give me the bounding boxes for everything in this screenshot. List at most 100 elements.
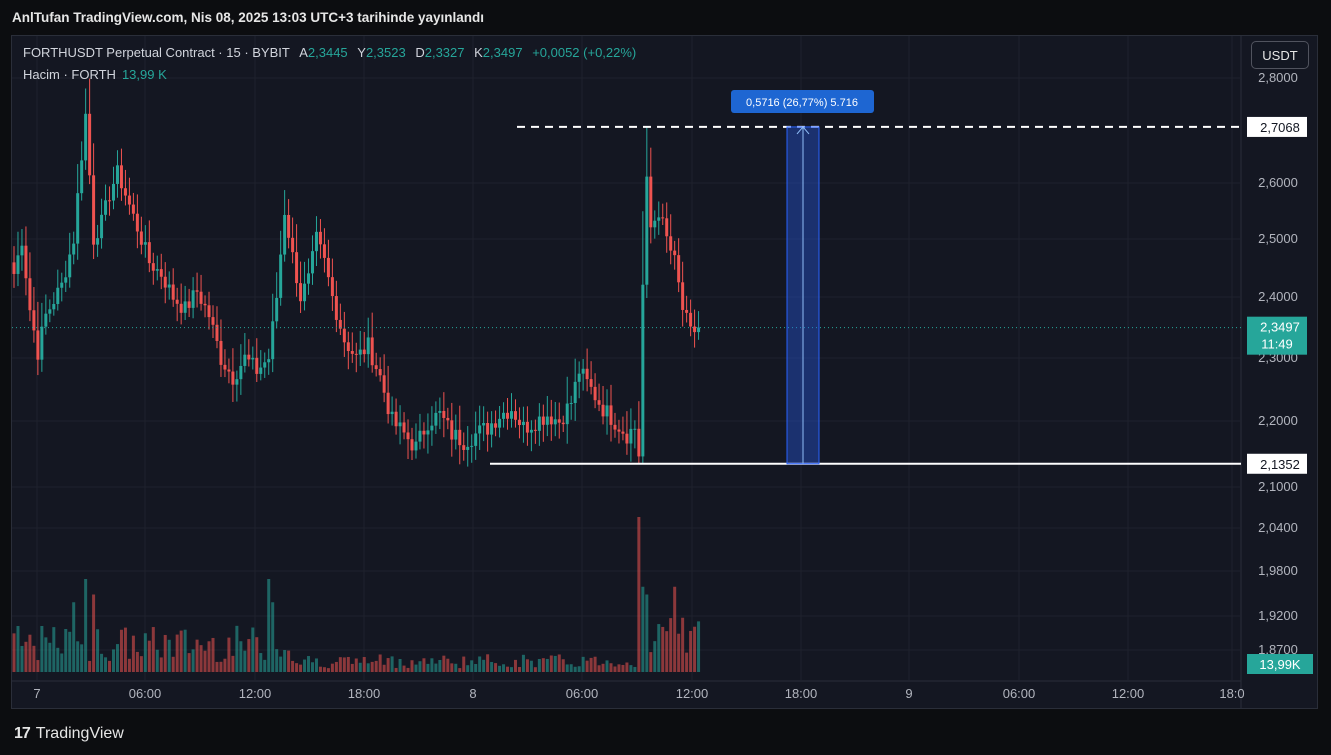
candle-body: [279, 254, 283, 298]
price-tick-label: 1,9800: [1258, 563, 1298, 578]
candle-body: [32, 310, 36, 331]
volume-bar: [20, 645, 24, 672]
volume-bar: [633, 666, 637, 672]
volume-bar: [374, 660, 378, 672]
candle-body: [318, 231, 322, 245]
candle-body: [207, 305, 211, 318]
volume-bar: [458, 668, 462, 672]
candle-body: [482, 423, 486, 426]
candle-body: [159, 269, 163, 277]
candle-body: [291, 237, 295, 253]
volume-bar: [275, 649, 279, 672]
volume-bar: [135, 651, 139, 672]
volume-bar: [123, 627, 127, 672]
candle-body: [450, 420, 454, 440]
volume-bar: [350, 663, 354, 672]
candle-body: [52, 303, 56, 310]
volume-bar: [167, 639, 171, 672]
volume-bar: [506, 666, 510, 672]
volume-bar: [605, 660, 609, 672]
volume-bar: [665, 631, 669, 672]
candle-body: [16, 255, 20, 274]
volume-bar: [386, 658, 390, 672]
candle-body: [96, 238, 100, 245]
candle-body: [585, 368, 589, 380]
volume-bar: [303, 659, 307, 672]
volume-bar: [211, 637, 215, 672]
candle-body: [422, 430, 426, 435]
ohlc-legend: FORTHUSDT Perpetual Contract · 15 · BYBI…: [23, 45, 636, 60]
volume-bar: [474, 664, 478, 672]
candle-body: [147, 242, 151, 264]
candle-body: [533, 429, 537, 431]
candle-body: [410, 439, 414, 451]
candle-body: [167, 284, 171, 288]
candle-body: [322, 244, 326, 258]
current-price-badge-bg: [1247, 316, 1307, 355]
volume-bar: [227, 637, 231, 672]
candle-body: [342, 328, 346, 343]
volume-bar: [255, 637, 259, 672]
volume-bar: [541, 658, 545, 672]
price-range-label: 0,5716 (26,77%) 5.716: [746, 97, 858, 109]
volume-bar: [418, 661, 422, 672]
candle-body: [239, 365, 243, 380]
volume-bar: [243, 650, 247, 672]
volume-bar: [92, 594, 96, 672]
volume-bar: [215, 661, 219, 672]
volume-bar: [553, 655, 557, 672]
candle-body: [573, 381, 577, 404]
volume-bar: [80, 644, 84, 672]
candle-body: [108, 200, 112, 202]
volume-bar: [52, 627, 56, 672]
volume-bar: [529, 660, 533, 672]
volume-bar: [442, 655, 446, 672]
volume-bar: [28, 634, 32, 672]
candle-body: [80, 160, 84, 194]
candle-body: [470, 445, 474, 447]
volume-bar: [402, 665, 406, 672]
candle-body: [251, 357, 255, 360]
candle-body: [685, 309, 689, 313]
candle-body: [255, 357, 259, 374]
candle-body: [386, 392, 390, 415]
candle-body: [406, 432, 410, 440]
volume-bar: [406, 667, 410, 672]
volume-bar: [593, 656, 597, 672]
currency-button[interactable]: USDT: [1251, 41, 1309, 69]
close-label: K: [474, 45, 483, 60]
volume-bar: [513, 659, 517, 672]
price-tick-label: 2,5000: [1258, 231, 1298, 246]
candle-body: [20, 245, 24, 256]
candle-body: [597, 400, 601, 405]
candle-body: [72, 243, 76, 255]
volume-bar: [251, 627, 255, 672]
volume-bar: [681, 617, 685, 672]
volume-bar: [330, 663, 334, 672]
candle-body: [334, 296, 338, 320]
candle-body: [478, 425, 482, 434]
candle-body: [693, 326, 697, 333]
symbol-label: FORTHUSDT Perpetual Contract · 15 · BYBI…: [23, 45, 290, 60]
tradingview-logo[interactable]: 17 TradingView: [14, 725, 124, 743]
volume-bar: [203, 650, 207, 672]
candle-body: [529, 429, 533, 433]
volume-bar: [470, 660, 474, 672]
volume-bar: [525, 659, 529, 672]
time-tick-label: 18:0: [1219, 686, 1244, 701]
volume-bar: [291, 660, 295, 672]
candle-body: [633, 428, 637, 430]
candle-body: [326, 257, 330, 278]
volume-bar: [398, 658, 402, 672]
candle-body: [139, 231, 143, 245]
volume-bar: [100, 653, 104, 672]
candle-body: [295, 252, 299, 284]
candle-body: [227, 369, 231, 372]
volume-bar: [510, 667, 513, 672]
volume-bar: [685, 652, 689, 672]
candle-body: [394, 411, 398, 427]
open-label: A: [299, 45, 308, 60]
volume-bar: [112, 649, 115, 672]
volume-bar: [231, 655, 235, 672]
